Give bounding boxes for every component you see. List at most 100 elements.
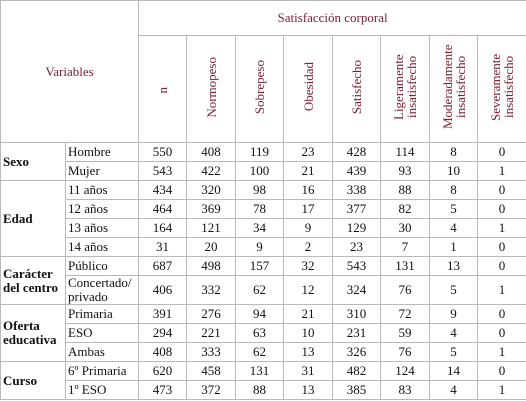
- cell-value: 434: [138, 180, 187, 200]
- column-header: Satisfecho: [332, 35, 381, 143]
- cell-value: 310: [332, 304, 381, 324]
- cell-value: 32: [283, 256, 333, 276]
- cell-value: 164: [138, 218, 187, 238]
- row-label: 12 años: [65, 199, 139, 219]
- group-label: Edad: [0, 180, 66, 257]
- column-header: Obesidad: [283, 35, 333, 143]
- group-label: Oferta educativa: [0, 304, 66, 362]
- cell-value: 473: [138, 380, 187, 400]
- cell-value: 338: [332, 180, 381, 200]
- table-body: Sexo Hombre 550 408 119 23 428 114 8 0 Mujer 543 422…: [0, 142, 526, 400]
- table-row: Ambas 408 333 62 13 326 76 5 1: [1, 342, 526, 362]
- column-header: Severamente insatisfecho: [476, 35, 526, 143]
- column-header: n: [138, 35, 187, 143]
- cell-value: 76: [380, 342, 430, 362]
- cell-value: 98: [235, 180, 284, 200]
- row-label: 1º ESO: [65, 380, 139, 400]
- cell-value: 458: [186, 361, 236, 381]
- cell-value: 320: [186, 180, 236, 200]
- cell-value: 422: [186, 161, 236, 181]
- cell-value: 23: [283, 142, 333, 162]
- cell-value: 63: [235, 323, 284, 343]
- table-row: Concertado/ privado 406 332 62 12 324 76 5 1: [1, 275, 526, 305]
- cell-value: 5: [429, 342, 478, 362]
- cell-value: 0: [476, 256, 526, 276]
- cell-value: 1: [476, 218, 526, 238]
- cell-value: 0: [476, 199, 526, 219]
- cell-value: 88: [380, 180, 430, 200]
- row-label: Ambas: [65, 342, 139, 362]
- cell-value: 9: [235, 237, 284, 257]
- column-header-text: Normopeso: [203, 56, 219, 118]
- cell-value: 2: [283, 237, 333, 257]
- cell-value: 543: [138, 161, 187, 181]
- cell-value: 372: [186, 380, 236, 400]
- table-row: Curso 6º Primaria 620 458 131 31 482 124 14 0: [0, 361, 526, 400]
- cell-value: 30: [380, 218, 430, 238]
- cell-value: 13: [283, 342, 333, 362]
- table-row: 13 años 164 121 34 9 129 30 4 1: [1, 218, 526, 238]
- cell-value: 121: [186, 218, 236, 238]
- cell-value: 391: [138, 304, 187, 324]
- group-header: Satisfacción corporal: [137, 0, 526, 36]
- cell-value: 0: [476, 237, 526, 257]
- cell-value: 406: [138, 275, 187, 305]
- cell-value: 276: [186, 304, 236, 324]
- table-row: Oferta educativa Primaria 391 276 94 21 310 72 9…: [0, 304, 526, 362]
- cell-value: 12: [283, 275, 333, 305]
- cell-value: 9: [429, 304, 478, 324]
- row-label: 14 años: [65, 237, 139, 257]
- cell-value: 498: [186, 256, 236, 276]
- table-row: ESO 294 221 63 10 231 59 4 0: [1, 323, 526, 343]
- column-header: Moderadamente insatisfecho: [429, 35, 478, 143]
- cell-value: 17: [283, 199, 333, 219]
- cell-value: 385: [332, 380, 381, 400]
- cell-value: 0: [476, 180, 526, 200]
- cell-value: 333: [186, 342, 236, 362]
- cell-value: 5: [429, 275, 478, 305]
- cell-value: 543: [332, 256, 381, 276]
- table-row: Carácter del centro Público 687 498 157 32 543…: [0, 256, 526, 305]
- cell-value: 10: [429, 161, 478, 181]
- table-row: Edad 11 años 434 320 98 16 338 88 8 0: [0, 180, 526, 257]
- cell-value: 4: [429, 380, 478, 400]
- cell-value: 326: [332, 342, 381, 362]
- cell-value: 439: [332, 161, 381, 181]
- cell-value: 20: [186, 237, 236, 257]
- row-label: 6º Primaria: [65, 361, 139, 381]
- cell-value: 13: [429, 256, 478, 276]
- group-label: Carácter del centro: [0, 256, 66, 305]
- cell-value: 82: [380, 199, 430, 219]
- cell-value: 1: [429, 237, 478, 257]
- column-header-text: n: [155, 86, 170, 94]
- column-header-text: Sobrepeso: [252, 59, 267, 115]
- cell-value: 59: [380, 323, 430, 343]
- cell-value: 88: [235, 380, 284, 400]
- cell-value: 464: [138, 199, 187, 219]
- row-label: Primaria: [65, 304, 139, 324]
- cell-value: 1: [476, 342, 526, 362]
- cell-value: 221: [186, 323, 236, 343]
- row-label: 13 años: [65, 218, 139, 238]
- cell-value: 9: [283, 218, 333, 238]
- cell-value: 34: [235, 218, 284, 238]
- cell-value: 8: [429, 180, 478, 200]
- cell-value: 13: [283, 380, 333, 400]
- cell-value: 8: [429, 142, 478, 162]
- row-label: Mujer: [65, 161, 139, 181]
- cell-value: 428: [332, 142, 381, 162]
- cell-value: 72: [380, 304, 430, 324]
- cell-value: 1: [476, 275, 526, 305]
- row-label: Concertado/ privado: [65, 275, 139, 305]
- cell-value: 294: [138, 323, 187, 343]
- cell-value: 4: [429, 323, 478, 343]
- cell-value: 124: [380, 361, 430, 381]
- cell-value: 21: [283, 304, 333, 324]
- cell-value: 129: [332, 218, 381, 238]
- cell-value: 78: [235, 199, 284, 219]
- cell-value: 324: [332, 275, 381, 305]
- column-header-text: Satisfecho: [349, 59, 364, 115]
